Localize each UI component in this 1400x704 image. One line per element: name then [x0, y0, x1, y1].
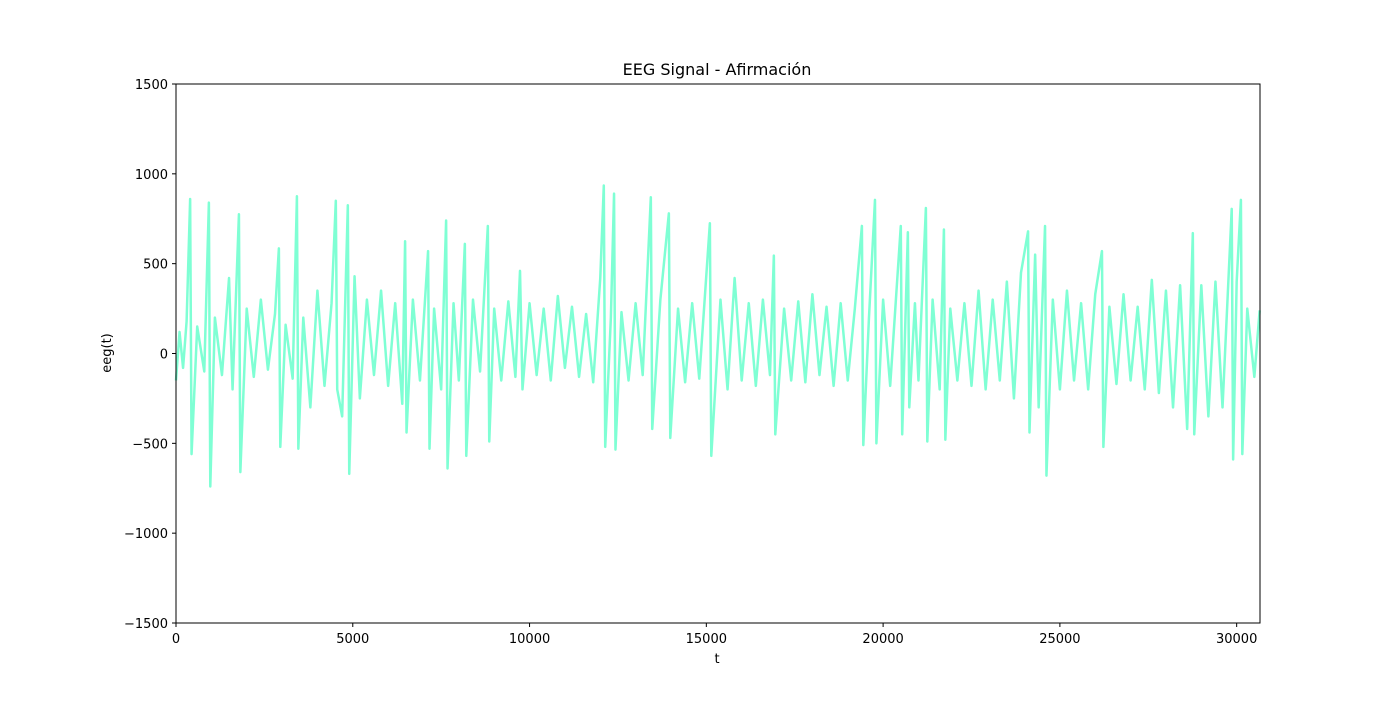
x-tick-label: 15000: [686, 632, 727, 647]
y-tick-label: 0: [160, 348, 168, 363]
y-tick-label: 1500: [135, 78, 168, 93]
x-tick-label: 10000: [509, 632, 550, 647]
x-tick-label: 30000: [1216, 632, 1257, 647]
y-tick-label: −1500: [124, 617, 168, 632]
x-tick-label: 20000: [862, 632, 903, 647]
signal-line: [174, 184, 1261, 488]
y-tick-label: 500: [143, 258, 168, 273]
x-tick-label: 5000: [336, 632, 369, 647]
y-tick-label: 1000: [135, 168, 168, 183]
x-axis-label: t: [714, 652, 719, 667]
y-tick-label: −500: [132, 437, 168, 452]
x-tick-label: 0: [172, 632, 180, 647]
x-tick-label: 25000: [1039, 632, 1080, 647]
y-axis-label: eeg(t): [100, 333, 115, 373]
chart-title: EEG Signal - Afirmación: [623, 60, 812, 79]
y-tick-label: −1000: [124, 527, 168, 542]
